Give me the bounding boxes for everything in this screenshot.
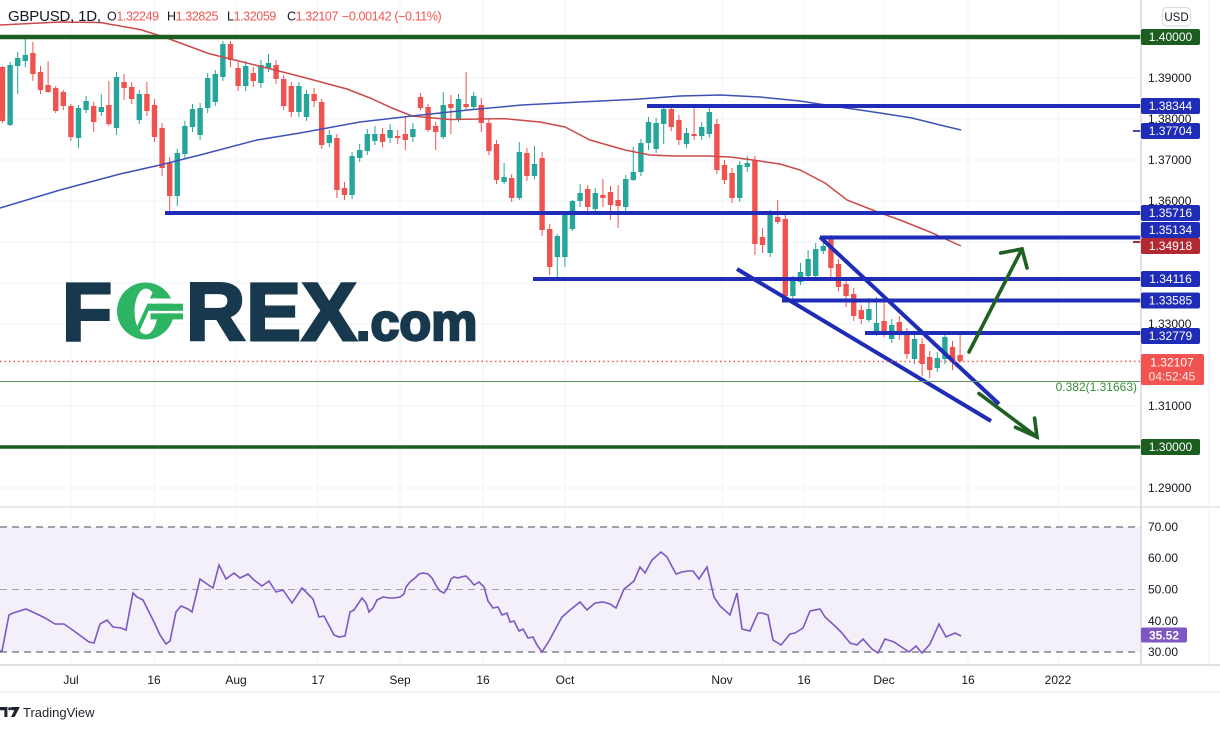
svg-text:1.35716: 1.35716: [1149, 206, 1193, 220]
svg-text:16: 16: [961, 673, 975, 687]
svg-text:1.33585: 1.33585: [1149, 294, 1193, 308]
svg-text:Oct: Oct: [556, 673, 575, 687]
svg-text:16: 16: [476, 673, 490, 687]
svg-text:1.40000: 1.40000: [1149, 30, 1193, 44]
svg-text:1.32779: 1.32779: [1149, 329, 1193, 343]
svg-text:1.36000: 1.36000: [1148, 194, 1192, 208]
svg-text:1.31000: 1.31000: [1148, 399, 1192, 413]
svg-text:1.35134: 1.35134: [1149, 223, 1193, 237]
svg-text:−0.00142 (−0.11%): −0.00142 (−0.11%): [342, 10, 442, 24]
svg-text:60.00: 60.00: [1148, 551, 1178, 565]
svg-text:Nov: Nov: [711, 673, 732, 687]
svg-text:USD: USD: [1164, 12, 1188, 24]
svg-text:70.00: 70.00: [1148, 520, 1178, 534]
svg-text:Aug: Aug: [225, 673, 246, 687]
svg-text:0.382(1.31663): 0.382(1.31663): [1056, 380, 1137, 394]
svg-text:H1.32825: H1.32825: [167, 10, 218, 24]
svg-text:O1.32249: O1.32249: [107, 10, 159, 24]
svg-text:1.37000: 1.37000: [1148, 153, 1192, 167]
svg-text:1.38344: 1.38344: [1149, 99, 1193, 113]
svg-text:1.39000: 1.39000: [1148, 71, 1192, 85]
svg-text:1.30000: 1.30000: [1149, 440, 1193, 454]
svg-text:16: 16: [797, 673, 811, 687]
svg-text:Dec: Dec: [873, 673, 894, 687]
svg-text:1.33000: 1.33000: [1148, 317, 1192, 331]
svg-text:.com: .com: [356, 294, 477, 352]
svg-text:1.29000: 1.29000: [1148, 481, 1192, 495]
svg-text:C1.32107: C1.32107: [287, 10, 338, 24]
svg-text:30.00: 30.00: [1148, 645, 1178, 659]
svg-text:35.52: 35.52: [1149, 629, 1179, 643]
svg-text:17: 17: [311, 673, 325, 687]
svg-text:F: F: [62, 267, 110, 358]
svg-text:40.00: 40.00: [1148, 614, 1178, 628]
svg-text:REX: REX: [186, 267, 358, 358]
svg-text:TradingView: TradingView: [23, 705, 95, 720]
svg-text:2022: 2022: [1045, 673, 1072, 687]
svg-text:GBPUSD, 1D,: GBPUSD, 1D,: [8, 8, 101, 25]
svg-text:Jul: Jul: [63, 673, 78, 687]
svg-text:1.37704: 1.37704: [1149, 124, 1193, 138]
svg-text:16: 16: [147, 673, 161, 687]
svg-text:1.34116: 1.34116: [1149, 272, 1192, 286]
svg-text:1.32107: 1.32107: [1150, 356, 1194, 370]
svg-text:1.34918: 1.34918: [1149, 239, 1193, 253]
svg-text:1.38000: 1.38000: [1148, 112, 1192, 126]
svg-text:50.00: 50.00: [1148, 583, 1178, 597]
svg-text:Sep: Sep: [389, 673, 411, 687]
svg-text:04:52:45: 04:52:45: [1149, 370, 1196, 384]
svg-text:L1.32059: L1.32059: [227, 10, 276, 24]
